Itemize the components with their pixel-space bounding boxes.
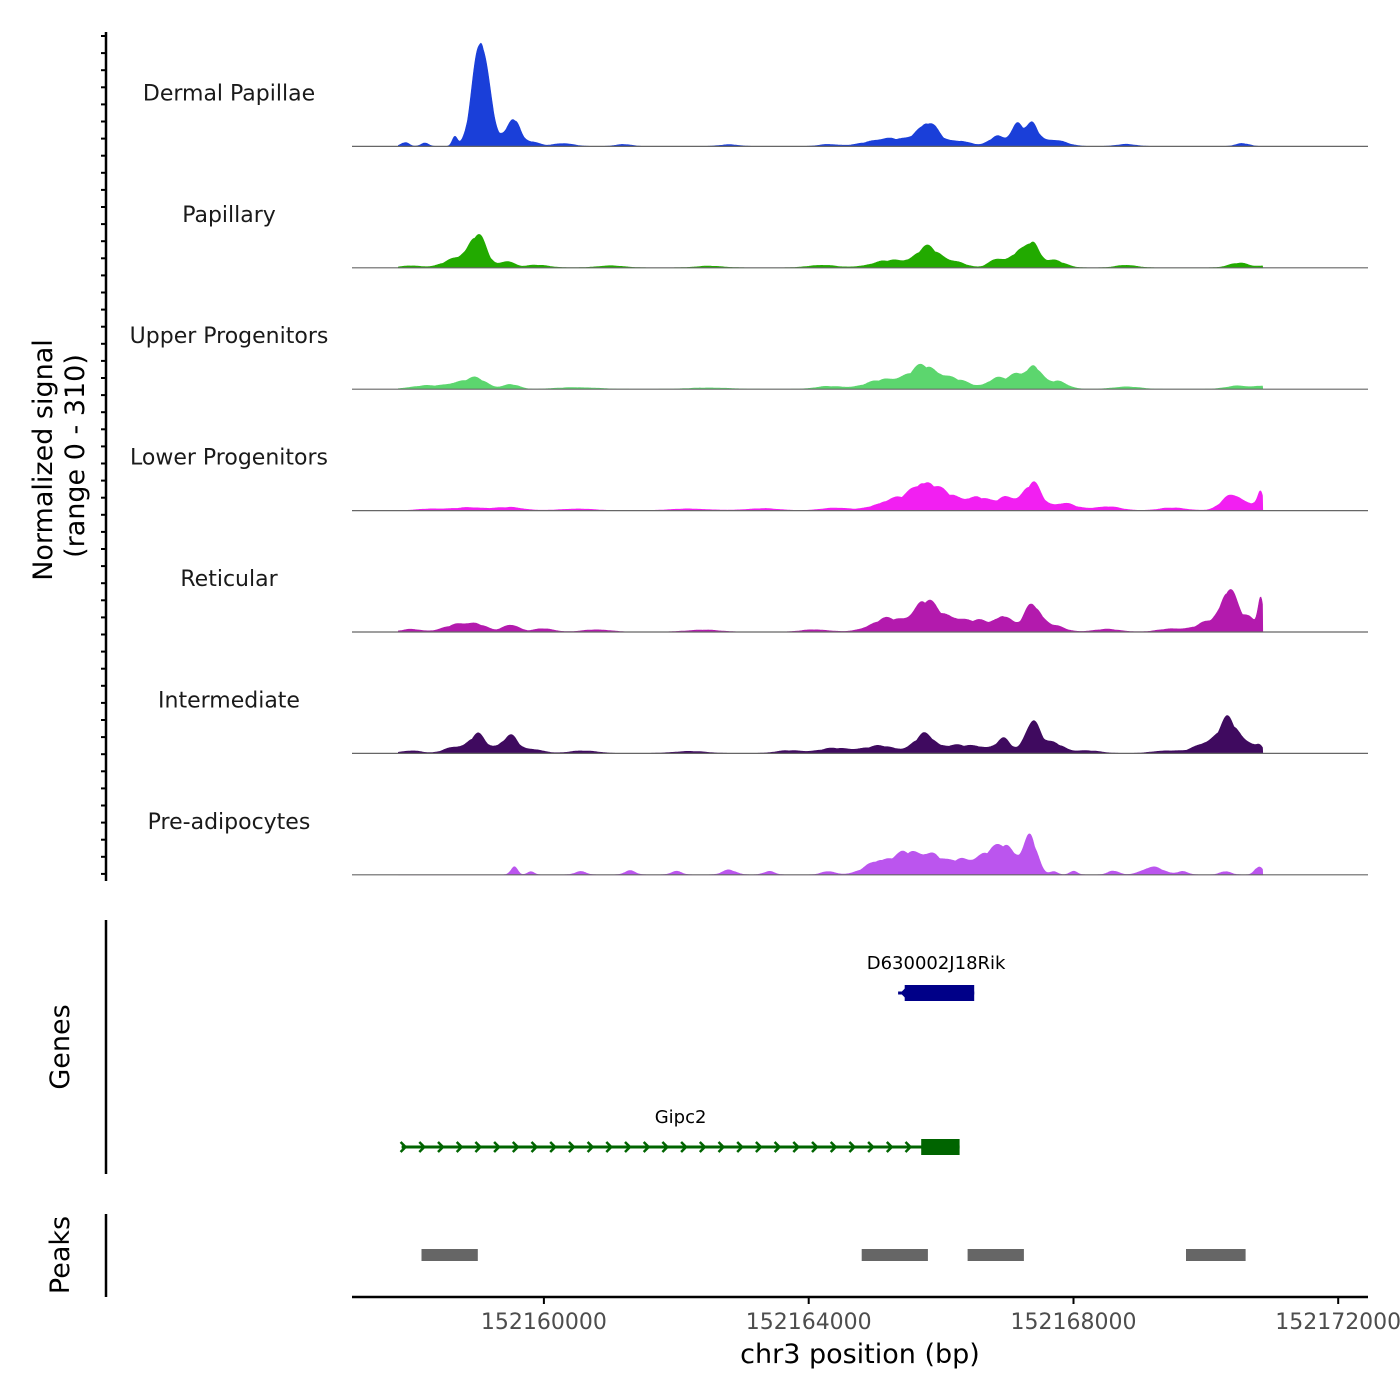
peak-region <box>421 1249 478 1261</box>
coverage-tracks: Dermal Papillae Papillary Upper Progenitor… <box>130 42 1368 876</box>
track-reticular: Reticular <box>180 567 1368 633</box>
strand-arrow <box>698 1141 707 1153</box>
peaks-axis-title: Peaks <box>45 1216 76 1294</box>
strand-arrow <box>848 1141 857 1153</box>
coverage-area <box>398 363 1264 390</box>
strand-arrow <box>568 1141 576 1153</box>
track-label: Dermal Papillae <box>143 81 315 106</box>
strand-arrow <box>493 1141 501 1153</box>
strand-arrow <box>624 1141 632 1153</box>
coverage-area <box>398 42 1263 147</box>
x-tick-label: 152160000 <box>481 1310 607 1335</box>
x-axis: 152160000 152164000 152168000 152172000 <box>352 1295 1400 1335</box>
track-label: Upper Progenitors <box>130 324 329 349</box>
track-papillary: Papillary <box>182 203 1368 269</box>
peak-region <box>967 1249 1024 1261</box>
track-label: Reticular <box>180 567 278 592</box>
track-label: Pre-adipocytes <box>148 810 311 835</box>
x-tick-label: 152172000 <box>1275 1310 1400 1335</box>
x-axis-title: chr3 position (bp) <box>740 1339 980 1370</box>
strand-arrow <box>437 1141 445 1153</box>
gene-gipc2: Gipc2 <box>399 1107 960 1155</box>
x-tick-label: 152168000 <box>1011 1310 1137 1335</box>
strand-arrow <box>549 1141 557 1153</box>
track-lower-progenitors: Lower Progenitors <box>130 446 1368 512</box>
strand-arrow <box>586 1141 595 1153</box>
gene-annotation-track: D630002J18Rik Gipc2 <box>399 953 1006 1155</box>
peak-region <box>1186 1249 1246 1261</box>
track-intermediate: Intermediate <box>158 688 1368 755</box>
coverage-area <box>398 715 1264 754</box>
gene-exon <box>904 985 975 1001</box>
track-label: Intermediate <box>158 688 300 713</box>
y-axis-title-line1: Normalized signal <box>28 339 59 581</box>
strand-arrow <box>829 1141 838 1153</box>
strand-arrow <box>455 1141 464 1153</box>
gene-exon <box>921 1139 960 1155</box>
coverage-area <box>398 481 1264 511</box>
strand-arrow <box>867 1141 875 1153</box>
strand-arrow <box>904 1141 913 1153</box>
track-dermal-papillae: Dermal Papillae <box>143 42 1368 147</box>
strand-arrow <box>530 1141 539 1153</box>
strand-arrow <box>605 1141 614 1153</box>
gene-label: D630002J18Rik <box>867 953 1006 974</box>
track-label: Papillary <box>182 203 276 228</box>
peak-region <box>861 1249 928 1261</box>
strand-arrow <box>792 1141 801 1153</box>
genes-axis-title: Genes <box>45 1004 76 1089</box>
strand-arrow <box>511 1141 520 1153</box>
strand-arrow <box>811 1141 819 1153</box>
track-upper-progenitors: Upper Progenitors <box>130 324 1368 390</box>
strand-arrow <box>642 1141 651 1153</box>
track-pre-adipocytes: Pre-adipocytes <box>148 810 1368 876</box>
strand-arrow <box>661 1141 670 1153</box>
gene-d630002j18rik: D630002J18Rik <box>867 953 1006 1001</box>
strand-arrow <box>736 1141 744 1153</box>
peak-regions-track <box>421 1249 1246 1261</box>
coverage-area <box>398 833 1264 876</box>
y-axis-title: Normalized signal (range 0 - 310) <box>28 339 91 581</box>
strand-arrow <box>717 1141 726 1153</box>
strand-arrow <box>755 1141 763 1153</box>
track-label: Lower Progenitors <box>130 446 328 471</box>
signal-y-axis-ticks <box>101 35 106 875</box>
strand-arrow <box>680 1141 688 1153</box>
strand-arrow <box>885 1141 894 1153</box>
gene-label: Gipc2 <box>655 1107 707 1128</box>
strand-arrow <box>773 1141 782 1153</box>
coverage-area <box>398 589 1264 633</box>
coverage-area <box>398 234 1264 269</box>
strand-arrow <box>399 1141 408 1153</box>
strand-arrow <box>418 1141 427 1153</box>
strand-arrow <box>474 1141 483 1153</box>
x-tick-label: 152164000 <box>746 1310 872 1335</box>
y-axis-title-line2: (range 0 - 310) <box>60 354 91 558</box>
